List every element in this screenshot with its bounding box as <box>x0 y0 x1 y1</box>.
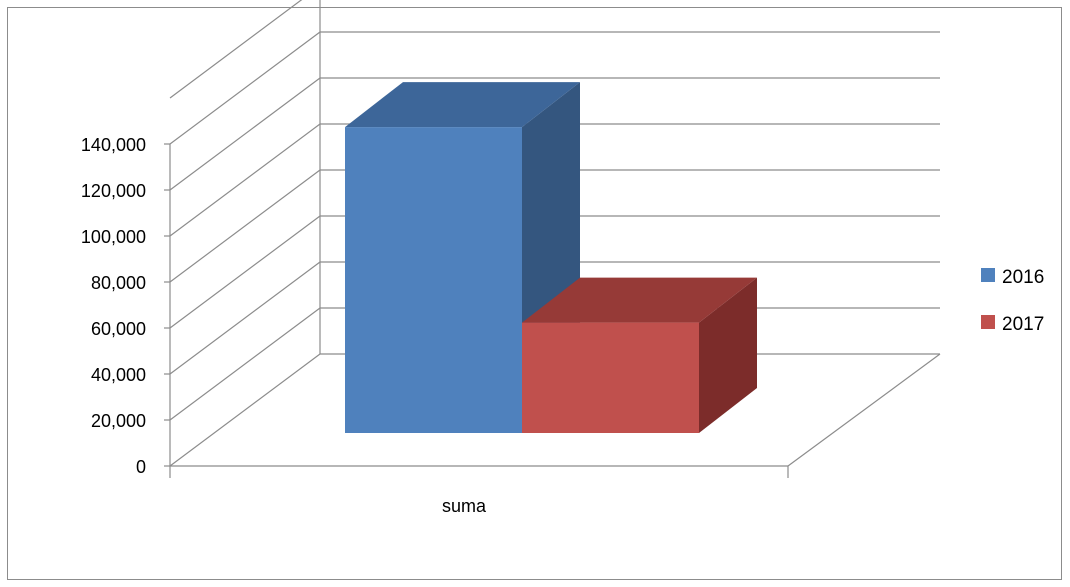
legend-label: 2017 <box>1002 314 1044 335</box>
bar-front-face <box>345 127 522 433</box>
label-layer: suma <box>442 496 487 516</box>
side-gridline <box>169 77 321 191</box>
side-gridline <box>169 169 321 283</box>
legend-swatch <box>981 268 995 282</box>
y-tick-label: 40,000 <box>91 365 146 385</box>
floor-edge <box>787 353 941 467</box>
side-gridline <box>169 31 321 145</box>
y-tick-label: 140,000 <box>81 135 146 155</box>
bar-2016 <box>345 82 580 433</box>
legend-swatch <box>981 315 995 329</box>
side-gridline <box>169 261 321 375</box>
axis-layer: 0 20,000 40,000 60,000 80,000 100,000 120,000 1… <box>81 135 789 478</box>
bar-side-face <box>699 277 757 433</box>
bar-2017 <box>522 277 757 433</box>
y-tick-label: 80,000 <box>91 273 146 293</box>
bar-top-face <box>522 277 757 323</box>
bar-top-face <box>345 82 580 128</box>
legend-item: 2017 <box>981 314 1044 335</box>
side-gridline <box>169 0 303 99</box>
side-gridline <box>169 123 321 237</box>
y-tick-label: 120,000 <box>81 181 146 201</box>
bar-layer <box>345 82 757 433</box>
legend-label: 2016 <box>1002 267 1044 288</box>
y-tick-label: 20,000 <box>91 411 146 431</box>
side-gridline <box>169 215 321 329</box>
side-gridline <box>169 307 321 421</box>
y-tick-label: 0 <box>136 457 146 477</box>
y-tick-label: 100,000 <box>81 227 146 247</box>
side-gridline <box>169 353 321 467</box>
legend-item: 2016 <box>981 267 1044 288</box>
y-tick-label: 60,000 <box>91 319 146 339</box>
bar-front-face <box>522 322 699 433</box>
legend: 2016 2017 <box>981 267 1044 335</box>
category-label: suma <box>442 496 487 516</box>
